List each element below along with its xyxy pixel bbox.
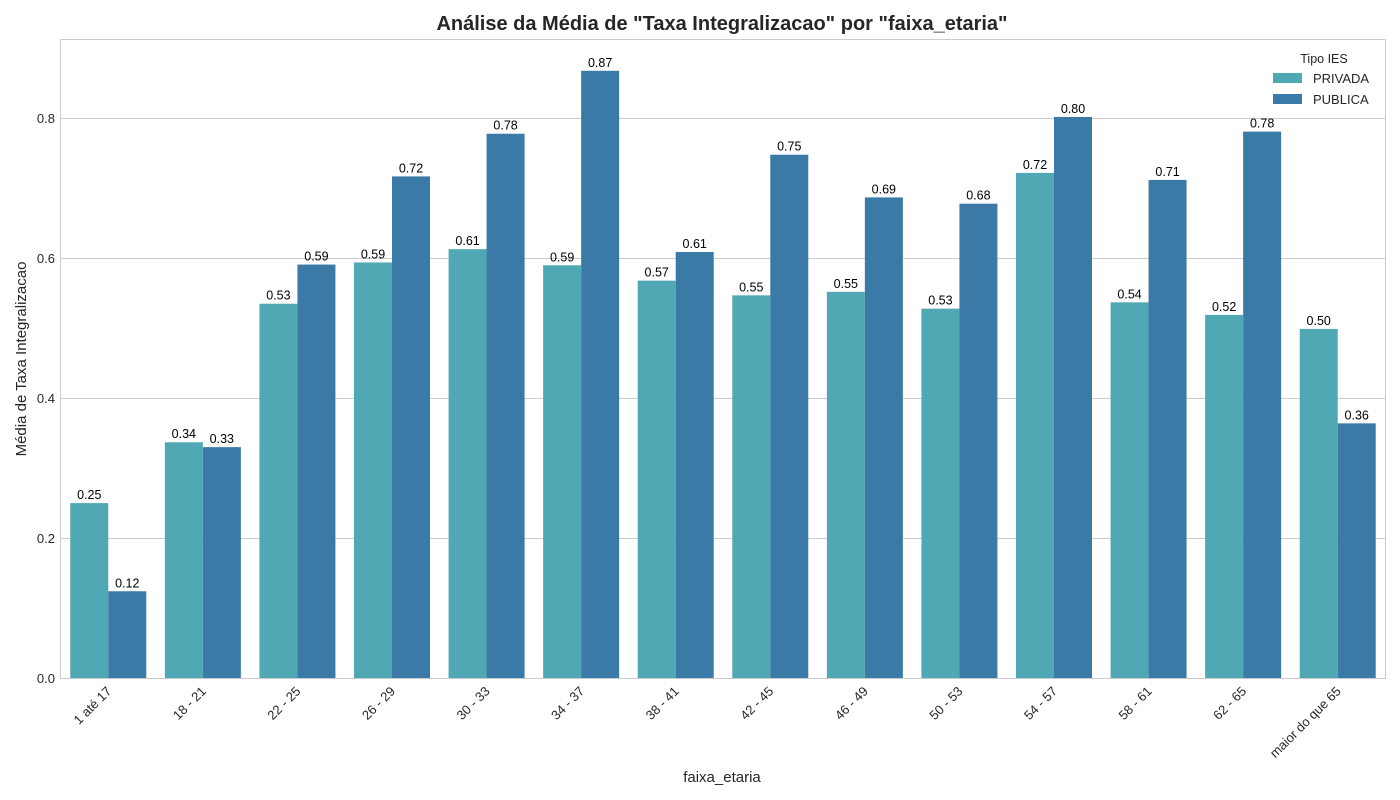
- bars-layer: [70, 70, 1376, 679]
- x-ticks: 1 até 17 18 - 21 22 - 25 26 - 29 30 - 33 34 -…: [71, 684, 1344, 761]
- bar-publica: [675, 251, 714, 678]
- bar-value-label: 0.53: [266, 289, 290, 303]
- bar-privada: [1110, 302, 1149, 678]
- bar-value-label: 0.50: [1307, 314, 1331, 328]
- legend-label-publica: PUBLICA: [1313, 92, 1369, 107]
- bar-value-label: 0.78: [493, 119, 517, 133]
- bar-publica: [770, 154, 809, 678]
- y-tick-label: 0.8: [37, 111, 55, 126]
- bar-labels-layer: 0.25 0.34 0.53 0.59 0.61 0.59 0.57 0.55 0.55 0.53…: [77, 56, 1369, 590]
- bar-value-label: 0.52: [1212, 300, 1236, 314]
- bar-publica: [108, 591, 147, 678]
- x-tick-label: 22 - 25: [264, 684, 303, 723]
- x-tick-label: maior do que 65: [1267, 684, 1344, 761]
- plot-frame: [60, 39, 1386, 679]
- bar-publica: [297, 264, 336, 678]
- bar-privada: [1299, 328, 1338, 678]
- bar-value-label: 0.72: [399, 161, 423, 175]
- x-tick-label: 34 - 37: [548, 684, 587, 723]
- bar-privada: [921, 308, 960, 678]
- bar-privada: [70, 503, 109, 678]
- bar-value-label: 0.53: [928, 294, 952, 308]
- legend-swatch-privada: [1273, 73, 1302, 83]
- bar-value-label: 0.59: [361, 247, 385, 261]
- bar-value-label: 0.54: [1117, 287, 1141, 301]
- bar-value-label: 0.12: [115, 576, 139, 590]
- bar-value-label: 0.78: [1250, 117, 1274, 131]
- y-tick-label: 0.4: [37, 391, 55, 406]
- bar-value-label: 0.69: [872, 182, 896, 196]
- y-tick-label: 0.2: [37, 531, 55, 546]
- x-tick-label: 26 - 29: [359, 684, 398, 723]
- bar-value-label: 0.61: [683, 237, 707, 251]
- bar-privada: [354, 262, 392, 678]
- bar-value-label: 0.25: [77, 488, 101, 502]
- x-tick-label: 62 - 65: [1210, 684, 1249, 723]
- x-tick-label: 58 - 61: [1115, 684, 1154, 723]
- y-tick-label: 0.6: [37, 251, 55, 266]
- bar-value-label: 0.61: [455, 234, 479, 248]
- y-axis-label: Média de Taxa Integralizacao: [13, 262, 30, 457]
- bar-privada: [826, 291, 865, 678]
- x-tick-label: 50 - 53: [926, 684, 965, 723]
- bar-value-label: 0.75: [777, 140, 801, 154]
- bar-privada: [543, 265, 582, 678]
- bar-privada: [732, 295, 771, 678]
- x-tick-label: 42 - 45: [737, 684, 776, 723]
- y-ticks: 0.0 0.2 0.4 0.6 0.8: [37, 111, 55, 686]
- bar-publica: [1148, 179, 1187, 678]
- bar-publica: [1243, 131, 1282, 678]
- chart-title: Análise da Média de "Taxa Integralizacao…: [436, 13, 1007, 35]
- bar-value-label: 0.72: [1023, 158, 1047, 172]
- bar-privada: [1205, 314, 1244, 678]
- x-tick-label: 30 - 33: [453, 684, 492, 723]
- bar-value-label: 0.36: [1345, 408, 1369, 422]
- bar-publica: [202, 447, 241, 678]
- bar-value-label: 0.55: [739, 280, 763, 294]
- bar-privada: [1016, 172, 1054, 678]
- bar-value-label: 0.59: [550, 250, 574, 264]
- bar-publica: [1337, 423, 1376, 678]
- bar-privada: [164, 442, 203, 678]
- bar-value-label: 0.55: [834, 277, 858, 291]
- x-tick-label: 54 - 57: [1021, 684, 1060, 723]
- bar-value-label: 0.34: [172, 427, 196, 441]
- bar-value-label: 0.87: [588, 56, 612, 70]
- bar-value-label: 0.59: [304, 250, 328, 264]
- legend: Tipo IES PRIVADA PUBLICA: [1273, 52, 1369, 107]
- bar-publica: [959, 203, 998, 678]
- x-tick-label: 1 até 17: [71, 684, 115, 728]
- bar-publica: [581, 70, 620, 678]
- x-tick-label: 18 - 21: [170, 684, 209, 723]
- bar-privada: [637, 280, 676, 678]
- legend-title: Tipo IES: [1300, 52, 1347, 66]
- bar-value-label: 0.68: [966, 189, 990, 203]
- bar-publica: [486, 133, 525, 679]
- bar-publica: [392, 176, 430, 678]
- legend-label-privada: PRIVADA: [1313, 71, 1369, 86]
- bar-publica: [864, 197, 903, 679]
- bar-value-label: 0.57: [645, 266, 669, 280]
- bar-publica: [1054, 116, 1092, 678]
- bar-privada: [259, 303, 298, 678]
- legend-swatch-publica: [1273, 94, 1302, 104]
- x-tick-label: 38 - 41: [643, 684, 682, 723]
- bar-privada: [448, 249, 487, 678]
- bar-value-label: 0.71: [1155, 165, 1179, 179]
- x-tick-label: 46 - 49: [832, 684, 871, 723]
- x-axis-label: faixa_etaria: [683, 769, 761, 786]
- bar-value-label: 0.33: [210, 432, 234, 446]
- y-tick-label: 0.0: [37, 671, 55, 686]
- bar-value-label: 0.80: [1061, 102, 1085, 116]
